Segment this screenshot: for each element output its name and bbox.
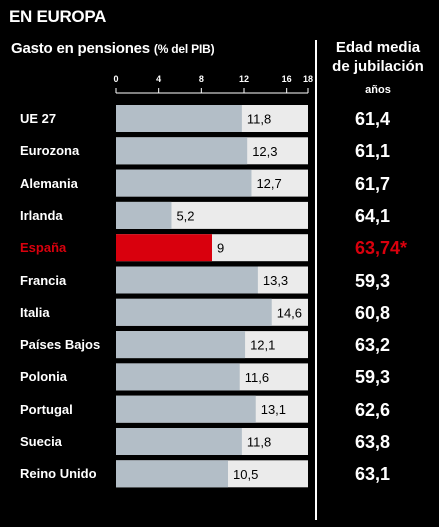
category-label: Alemania xyxy=(20,175,78,191)
x-tick-label: 12 xyxy=(239,74,249,84)
bar xyxy=(116,395,256,423)
chart-subtitle: Gasto en pensiones (% del PIB) xyxy=(11,40,215,57)
data-label: 13,1 xyxy=(261,402,286,417)
category-label: Francia xyxy=(20,272,67,288)
retirement-age-heading: Edad media de jubilación xyxy=(318,38,438,76)
retirement-age-value: 61,7 xyxy=(355,173,391,194)
x-tick-label: 16 xyxy=(282,74,292,84)
retirement-age-value: 60,8 xyxy=(355,302,391,323)
data-label: 10,5 xyxy=(233,467,258,482)
retirement-age-value: 61,1 xyxy=(355,141,391,162)
bar xyxy=(116,234,212,262)
category-label: Eurozona xyxy=(20,143,80,159)
category-label: Suecia xyxy=(20,434,62,449)
retirement-age-heading-line2: de jubilación xyxy=(332,58,424,75)
bar xyxy=(116,363,240,391)
retirement-age-value: 59,3 xyxy=(355,270,391,291)
category-label: UE 27 xyxy=(20,111,57,126)
category-label: Portugal xyxy=(20,401,73,417)
bar xyxy=(116,137,248,165)
data-label: 12,7 xyxy=(256,176,281,191)
bar xyxy=(116,428,242,455)
retirement-age-value: 63,8 xyxy=(355,432,391,452)
x-tick-label: 8 xyxy=(199,74,204,84)
retirement-age-value: 59,3 xyxy=(355,367,391,388)
data-label: 11,8 xyxy=(247,435,271,450)
bar xyxy=(116,460,228,488)
x-tick-label: 18 xyxy=(303,74,313,84)
data-label: 12,3 xyxy=(252,144,277,159)
data-label: 11,8 xyxy=(247,112,271,127)
category-label: España xyxy=(20,240,67,256)
data-label: 13,3 xyxy=(263,273,288,288)
data-label: 11,6 xyxy=(245,370,269,385)
x-tick-label: 0 xyxy=(113,74,118,84)
bar xyxy=(116,201,172,229)
category-label: Irlanda xyxy=(20,207,63,223)
subtitle-text: Gasto en pensiones xyxy=(11,40,150,57)
data-label: 5,2 xyxy=(176,208,194,223)
subtitle-unit: (% del PIB) xyxy=(153,42,215,56)
retirement-age-value: 63,1 xyxy=(355,464,391,485)
bar xyxy=(116,331,246,359)
category-label: Italia xyxy=(20,304,50,320)
retirement-age-heading-line1: Edad media xyxy=(335,39,421,56)
category-label: Reino Unido xyxy=(20,466,97,482)
data-label: 12,1 xyxy=(250,338,275,353)
category-label: Países Bajos xyxy=(20,337,101,353)
retirement-age-value: 62,6 xyxy=(355,399,391,420)
bar xyxy=(116,105,242,132)
retirement-age-value: 63,2 xyxy=(355,335,391,356)
bar xyxy=(116,266,258,294)
retirement-age-unit: años xyxy=(365,84,391,96)
data-label: 14,6 xyxy=(277,305,302,320)
retirement-age-value: 64,1 xyxy=(355,205,391,226)
category-label: Polonia xyxy=(20,369,67,385)
x-tick-label: 4 xyxy=(156,74,161,84)
chart-title: EN EUROPA xyxy=(9,7,107,26)
bar xyxy=(116,298,272,326)
retirement-age-value: 61,4 xyxy=(355,109,391,129)
column-divider xyxy=(315,40,317,520)
bar xyxy=(116,169,252,197)
data-label: 9 xyxy=(217,241,224,256)
retirement-age-value: 63,74* xyxy=(355,238,408,259)
